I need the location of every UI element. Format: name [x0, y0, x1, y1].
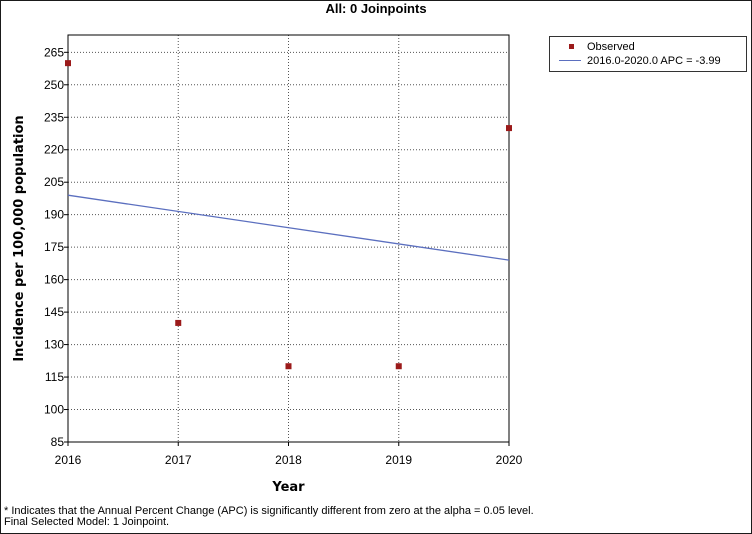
- footnote-significance: * Indicates that the Annual Percent Chan…: [4, 505, 534, 517]
- y-tick-label: 115: [45, 370, 64, 384]
- legend-label-observed: Observed: [587, 41, 635, 53]
- y-tick-label: 85: [51, 435, 65, 449]
- chart-title: All: 0 Joinpoints: [325, 1, 427, 16]
- x-tick-label: 2018: [275, 453, 302, 467]
- y-axis-label: Incidence per 100,000 population: [12, 115, 27, 361]
- observed-point: [395, 363, 402, 370]
- footnote: * Indicates that the Annual Percent Chan…: [4, 506, 534, 528]
- y-tick-label: 160: [44, 273, 64, 287]
- chart-legend: Observed 2016.0-2020.0 APC = -3.99: [549, 36, 747, 72]
- y-tick-label: 265: [44, 45, 64, 59]
- y-tick-label: 130: [44, 338, 64, 352]
- x-axis-label: Year: [271, 480, 305, 495]
- y-tick-label: 175: [44, 240, 64, 254]
- footnote-model: Final Selected Model: 1 Joinpoint.: [4, 516, 170, 528]
- x-tick-label: 2017: [165, 453, 192, 467]
- legend-label-apc: 2016.0-2020.0 APC = -3.99: [587, 55, 721, 67]
- y-tick-label: 100: [44, 403, 64, 417]
- observed-point: [506, 125, 512, 132]
- trend-line: [67, 194, 510, 261]
- x-tick-label: 2016: [55, 453, 82, 467]
- legend-swatch-apc: [559, 60, 581, 61]
- x-tick-label: 2019: [385, 453, 412, 467]
- y-tick-label: 250: [44, 78, 64, 92]
- y-tick-label: 205: [44, 175, 64, 189]
- y-tick-label: 220: [44, 143, 64, 157]
- observed-point: [175, 319, 182, 326]
- legend-swatch-observed: [569, 44, 574, 49]
- y-tick-label: 190: [44, 208, 64, 222]
- y-tick-label: 145: [44, 305, 64, 319]
- observed-point: [65, 60, 71, 67]
- observed-point: [285, 363, 292, 370]
- y-tick-label: 235: [44, 110, 64, 124]
- x-tick-label: 2020: [496, 453, 523, 467]
